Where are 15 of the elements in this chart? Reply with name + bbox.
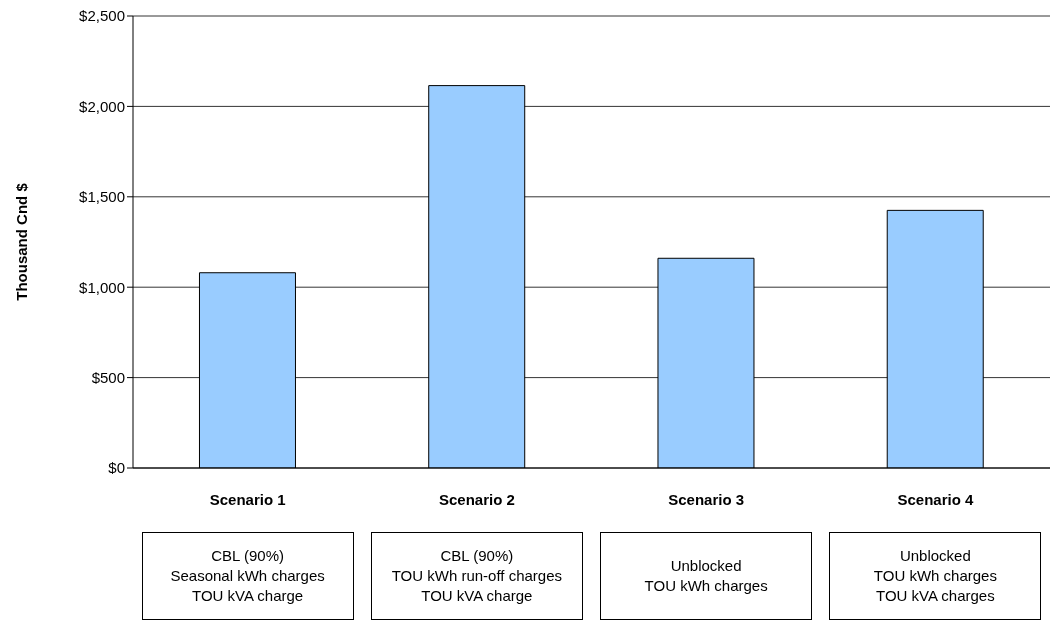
y-tick-label: $0 (108, 459, 125, 477)
text: CBL (90%) Seasonal kWh charges TOU kVA charge (141, 532, 354, 620)
x-tick-label: Scenario 1 (209, 490, 286, 508)
x-tick-label: Scenario 4 (897, 490, 974, 508)
y-tick-label: $2,000 (79, 97, 125, 115)
x-tick-label: Scenario 3 (668, 490, 745, 508)
y-tick-label: $1,500 (79, 188, 125, 206)
text: Unblocked TOU kWh charges (600, 532, 813, 620)
y-axis-title: Thousand Cnd $ (13, 182, 31, 301)
y-tick-label: $2,500 (79, 7, 125, 25)
y-tick-label: $1,000 (79, 278, 125, 296)
text: CBL (90%) TOU kWh run-off charges TOU kVA charge (370, 532, 583, 620)
y-tick-label: $500 (91, 368, 125, 386)
text: Unblocked TOU kWh charges TOU kVA charges (829, 532, 1042, 620)
x-tick-label: Scenario 2 (438, 490, 515, 508)
